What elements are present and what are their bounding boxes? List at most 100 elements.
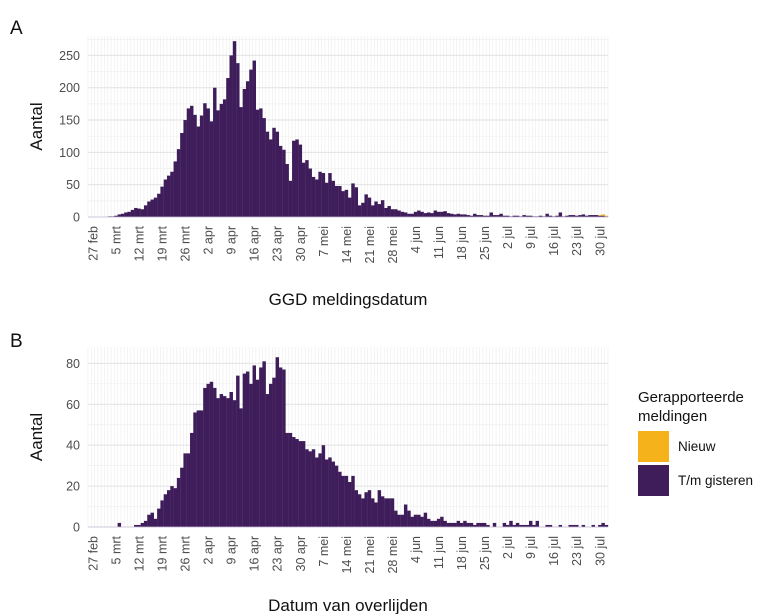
- bar-16-jun: [453, 522, 457, 527]
- bar-24-mrt: [176, 477, 181, 527]
- bar-9-jun: [430, 520, 434, 527]
- bar-27-jun: [489, 212, 493, 217]
- legend-items: Nieuw T/m gisteren: [638, 431, 753, 496]
- bar-13-apr: [242, 373, 247, 527]
- bar-5-jul: [515, 215, 520, 217]
- x-tick-label: 23 apr: [271, 226, 285, 261]
- bar-23-mrt: [173, 161, 178, 217]
- panel-a-x-axis-title: GGD meldingsdatum: [269, 290, 428, 309]
- y-tick-label: 60: [66, 398, 80, 412]
- bar-28-apr: [292, 437, 296, 527]
- bar-9-mrt: [127, 211, 131, 217]
- y-tick-label: 20: [66, 480, 80, 494]
- bar-23-mei: [374, 201, 378, 217]
- bar-14-jul: [545, 524, 549, 527]
- bar-30-mrt: [196, 410, 201, 527]
- bar-13-jun: [443, 211, 447, 217]
- bar-9-jun: [430, 213, 434, 217]
- bar-16-mrt: [150, 199, 154, 217]
- bar-17-apr: [255, 379, 260, 527]
- bar-9-mei: [328, 457, 332, 527]
- bar-30-mei: [397, 514, 401, 527]
- bar-12-apr: [239, 408, 243, 527]
- bar-19-mei: [361, 202, 365, 217]
- bar-23-jun: [476, 215, 480, 217]
- bar-21-mei: [367, 197, 372, 217]
- bar-14-jul: [545, 213, 549, 217]
- bar-18-mrt: [157, 193, 161, 217]
- panel-b-x-ticks: 27 feb 5 mrt 12 mrt 19 mrt 26 mrt 2 apr 9 apr 1…: [86, 535, 607, 573]
- bar-23-mrt: [173, 488, 178, 527]
- bar-2-apr: [206, 108, 210, 217]
- bar-29-apr: [295, 439, 299, 527]
- x-tick-label: 2 apr: [202, 226, 216, 255]
- panel-a-letter: A: [10, 18, 23, 39]
- bar-18-mei: [357, 494, 362, 527]
- bar-14-jun: [446, 213, 451, 217]
- bar-4-mei: [311, 449, 316, 527]
- bar-5-apr: [216, 398, 220, 527]
- x-tick-label: 12 mrt: [133, 225, 147, 261]
- bar-18-apr: [259, 367, 263, 527]
- bar-14-mrt: [143, 520, 148, 527]
- bar-20-mrt: [163, 494, 168, 527]
- bar-5-jun: [417, 210, 421, 217]
- bar-3-jun: [410, 516, 414, 527]
- bar-30-mei: [397, 210, 401, 217]
- legend: Gerapporteerde meldingen Nieuw T/m gistere…: [638, 389, 753, 496]
- bar-21-jun: [469, 522, 474, 527]
- bar-6-mei: [318, 453, 322, 527]
- x-tick-label: 9 jul: [524, 536, 538, 559]
- bar-13-mei: [341, 475, 345, 527]
- bar-27-apr: [288, 180, 293, 217]
- bar-2-mei: [305, 160, 309, 217]
- bar-11-mrt: [134, 207, 138, 217]
- bar-1-jun: [403, 212, 408, 217]
- panel-b-y-ticks: 0 20 40 60 80: [66, 357, 80, 535]
- y-tick-label: 0: [73, 211, 80, 225]
- bar-22-mei: [371, 205, 375, 217]
- bar-22-mrt: [170, 171, 174, 217]
- bar-8-apr: [226, 398, 230, 527]
- bar-7-mrt: [120, 213, 125, 217]
- bar-28-apr: [292, 140, 296, 217]
- bar-5-jun: [417, 514, 421, 527]
- bar-7-apr: [222, 396, 227, 527]
- y-tick-label: 100: [59, 146, 80, 160]
- bar-12-jun: [440, 516, 444, 527]
- x-tick-label: 4 jun: [409, 536, 423, 563]
- x-tick-label: 16 jul: [547, 226, 561, 256]
- x-tick-label: 27 feb: [86, 536, 100, 571]
- bar-10-apr: [232, 41, 237, 217]
- bar-21-mei: [367, 490, 372, 527]
- bar-31-jul: [601, 522, 605, 527]
- bar-new-1-aug: [604, 215, 609, 217]
- bar-25-apr: [282, 149, 286, 217]
- legend-swatch-tm-gisteren: [638, 465, 669, 496]
- bar-10-jul: [532, 524, 536, 527]
- bar-18-apr: [259, 108, 263, 217]
- x-tick-label: 26 mrt: [179, 535, 193, 571]
- bar-28-jun: [492, 522, 497, 527]
- legend-label: T/m gisteren: [678, 473, 753, 488]
- bar-27-mrt: [186, 453, 191, 527]
- bar-9-jul: [529, 215, 533, 217]
- bar-26-mrt: [183, 453, 187, 527]
- x-tick-label: 2 jul: [501, 536, 515, 559]
- bar-4-apr: [213, 387, 217, 527]
- bar-22-mei: [371, 498, 375, 527]
- bar-13-mei: [341, 191, 345, 217]
- bar-12-apr: [239, 107, 243, 217]
- bar-7-mei: [321, 445, 326, 527]
- bar-15-jul: [548, 215, 553, 217]
- bar-30-jul: [598, 524, 602, 527]
- bar-20-apr: [265, 394, 270, 527]
- x-tick-label: 26 mrt: [179, 225, 193, 261]
- bar-16-mei: [351, 183, 355, 217]
- bar-13-jun: [443, 520, 447, 527]
- bar-29-mei: [394, 510, 398, 527]
- bar-29-jul: [594, 215, 599, 217]
- bar-31-mei: [400, 514, 405, 527]
- x-tick-label: 2 apr: [202, 536, 216, 565]
